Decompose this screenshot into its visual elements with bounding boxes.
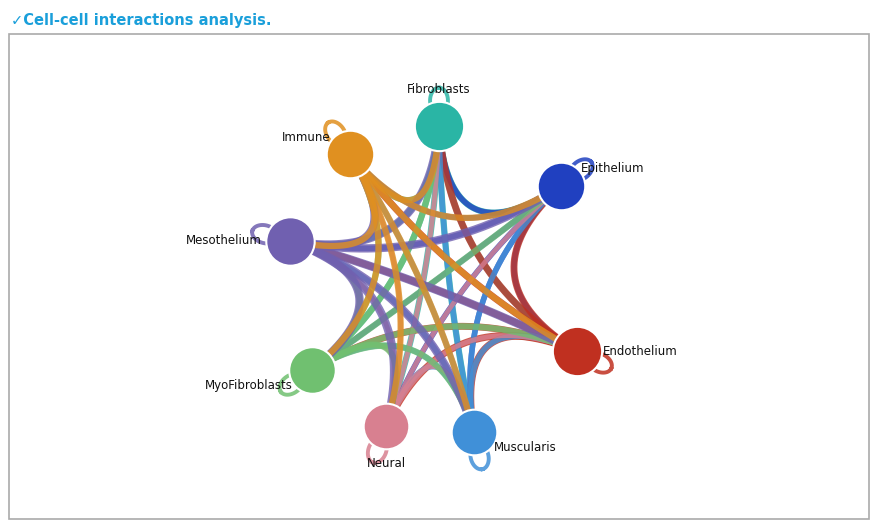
Text: MyoFibroblasts: MyoFibroblasts <box>204 379 292 392</box>
Text: Fibroblasts: Fibroblasts <box>407 83 470 95</box>
Text: ✓Cell-cell interactions analysis.: ✓Cell-cell interactions analysis. <box>11 13 271 28</box>
Point <box>431 122 446 130</box>
Text: Muscularis: Muscularis <box>493 441 556 454</box>
Text: Neural: Neural <box>367 457 405 470</box>
Text: Mesothelium: Mesothelium <box>186 234 261 248</box>
Point <box>553 181 567 190</box>
Point <box>305 365 319 374</box>
Text: Immune: Immune <box>282 131 330 144</box>
Point <box>282 237 296 245</box>
Point <box>467 427 481 436</box>
Point <box>569 347 583 355</box>
Text: Epithelium: Epithelium <box>580 162 644 175</box>
Text: Endothelium: Endothelium <box>602 344 676 358</box>
Point <box>379 422 393 430</box>
Point <box>343 150 357 158</box>
